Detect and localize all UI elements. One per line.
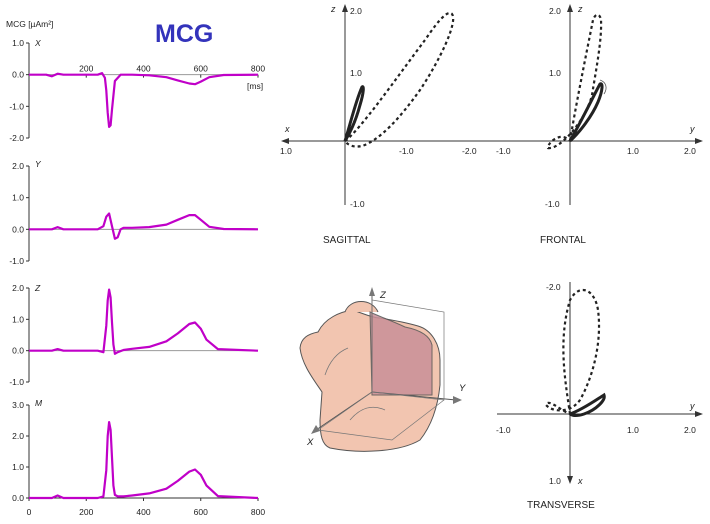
frontal-tick-h-2: 2.0 — [684, 146, 696, 156]
transverse-loop-trace — [544, 288, 601, 416]
x-unit-label: [ms] — [247, 81, 263, 91]
panel-0-ytick-label-1: 0.0 — [12, 70, 24, 80]
sagittal-v-arrow — [342, 4, 348, 12]
frontal-tick-v-2: -1.0 — [545, 199, 560, 209]
sagittal-tick-h-0: 1.0 — [280, 146, 292, 156]
torso-axis-x-label: X — [306, 437, 314, 448]
panel-1-ytick-label-1: 1.0 — [12, 193, 24, 203]
torso-neck — [344, 301, 379, 313]
frontal-loop-plot: z y -1.0 1.0 2.0 2.0 1.0 -1.0 FRONTAL — [496, 4, 703, 246]
panel-3-ytick-label-3: 0.0 — [12, 493, 24, 503]
frontal-tick-h-1: 1.0 — [627, 146, 639, 156]
panel-0-xtick-label-1: 400 — [136, 64, 150, 74]
panel-m: M 3.0 2.0 1.0 0.00 200 400 600 800 — [12, 398, 265, 517]
panel-1-ytick-label-3: -1.0 — [9, 256, 24, 266]
torso-illustration: Z Y X — [299, 287, 466, 452]
transverse-tick-h-1: 1.0 — [627, 425, 639, 435]
torso-z-arrow — [369, 287, 375, 296]
torso-axis-y-label: Y — [459, 383, 466, 394]
transverse-tick-h-0: -1.0 — [496, 425, 511, 435]
frontal-tick-h-0: -1.0 — [496, 146, 511, 156]
panel-2-ytick-label-0: 2.0 — [12, 283, 24, 293]
sagittal-tick-v-0: 2.0 — [350, 6, 362, 16]
panel-z-label: Z — [34, 283, 41, 293]
sagittal-loop-trace — [344, 11, 455, 148]
panel-3-xtick-label-1: 200 — [79, 507, 93, 517]
sagittal-tick-h-1: -1.0 — [399, 146, 414, 156]
panel-3-ytick-label-2: 1.0 — [12, 462, 24, 472]
panel-0-ytick-label-0: 1.0 — [12, 38, 24, 48]
panel-x: X 1.0 0.0 -1.0 -2.0 200 400 600 800 — [9, 38, 265, 143]
transverse-tick-h-2: 2.0 — [684, 425, 696, 435]
panel-3-xtick-label-3: 600 — [194, 507, 208, 517]
frontal-v-axis-name: z — [577, 4, 583, 14]
transverse-v-arrow — [567, 476, 573, 484]
torso-bounding-box — [317, 299, 445, 441]
panel-x-label: X — [34, 38, 41, 48]
transverse-h-arrow — [695, 411, 703, 417]
figure-title: MCG — [155, 20, 213, 48]
transverse-h-axis-name: y — [689, 401, 695, 411]
panel-0-xtick-label-0: 200 — [79, 64, 93, 74]
panel-0-ytick-label-2: -1.0 — [9, 101, 24, 111]
panel-1-ytick-label-2: 0.0 — [12, 224, 24, 234]
frontal-loop-trace — [546, 13, 603, 150]
transverse-v-axis-name: x — [577, 476, 583, 486]
panel-m-label: M — [35, 398, 43, 408]
panel-1-trace — [29, 212, 259, 240]
panel-0-xtick-label-2: 600 — [194, 64, 208, 74]
panel-0-xtick-label-3: 800 — [251, 64, 265, 74]
frontal-h-axis-name: y — [689, 124, 695, 134]
transverse-loop-plot: x y -1.0 1.0 2.0 -2.0 1.0 TRANSVERSE — [496, 282, 703, 511]
panel-3-xtick-label-0: 0 — [27, 507, 32, 517]
panel-3-trace — [29, 421, 259, 500]
sagittal-tick-h-2: -2.0 — [462, 146, 477, 156]
torso-axis-z-label: Z — [379, 290, 387, 301]
transverse-label: TRANSVERSE — [527, 500, 595, 511]
panel-2-trace — [29, 288, 259, 355]
panel-3-xtick-label-4: 800 — [251, 507, 265, 517]
panel-2-ytick-label-1: 1.0 — [12, 314, 24, 324]
sagittal-label: SAGITTAL — [323, 235, 371, 246]
sagittal-tick-v-1: 1.0 — [350, 68, 362, 78]
panel-0-trace — [29, 72, 259, 128]
panel-0-ytick-label-3: -2.0 — [9, 133, 24, 143]
panel-z: Z 2.0 1.0 0.0 -1.0 — [9, 283, 259, 387]
torso-section-plane — [369, 311, 433, 396]
transverse-tick-v-0: -2.0 — [546, 282, 561, 292]
frontal-direction-arrow — [599, 79, 607, 95]
sagittal-tick-v-2: -1.0 — [350, 199, 365, 209]
sagittal-h-arrow — [281, 138, 289, 144]
sagittal-h-axis-name: x — [284, 124, 290, 134]
torso-shoulder-fold — [324, 347, 386, 421]
unit-label: MCG [µAm²] — [6, 19, 53, 29]
panel-2-ytick-label-2: 0.0 — [12, 346, 24, 356]
sagittal-loop-plot: z x 1.0 -1.0 -2.0 2.0 1.0 -1.0 SAGITTAL — [280, 4, 497, 246]
torso-x-arrow — [311, 425, 320, 434]
panel-3-ytick-label-1: 2.0 — [12, 431, 24, 441]
panel-y-label: Y — [35, 159, 42, 169]
frontal-v-arrow — [567, 4, 573, 12]
frontal-label: FRONTAL — [540, 235, 586, 246]
frontal-tick-v-1: 1.0 — [549, 68, 561, 78]
frontal-loop-inner — [568, 82, 604, 143]
panel-y: Y 2.0 1.0 0.0 -1.0 — [9, 159, 259, 266]
transverse-loop-inner — [569, 392, 606, 417]
transverse-tick-v-1: 1.0 — [549, 476, 561, 486]
sagittal-loop-inner — [343, 85, 365, 142]
panel-1-ytick-label-0: 2.0 — [12, 161, 24, 171]
frontal-tick-v-0: 2.0 — [549, 6, 561, 16]
sagittal-v-axis-name: z — [330, 4, 336, 14]
frontal-h-arrow — [695, 138, 703, 144]
panel-2-ytick-label-3: -1.0 — [9, 377, 24, 387]
torso-y-arrow — [453, 396, 462, 404]
panel-3-ytick-label-0: 3.0 — [12, 400, 24, 410]
panel-3-xtick-label-2: 400 — [136, 507, 150, 517]
